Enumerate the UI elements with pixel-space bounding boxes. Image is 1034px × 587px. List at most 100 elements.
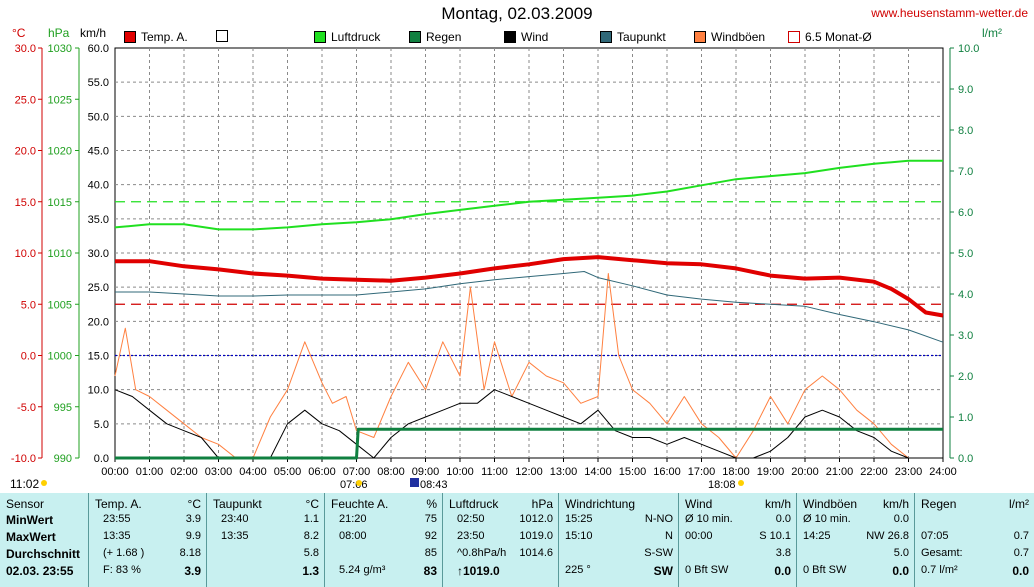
temp-axis-unit: °C [12,26,26,40]
stats-cell-value: 3.9 [185,513,201,525]
stats-cell-label: ↑1019.0 [457,564,500,578]
stats-cell-label: 0 Bft SW [803,564,847,576]
stats-cell-label: 13:35 [103,530,131,542]
stats-cell-label: 14:25 [803,530,831,542]
sunset-icon [738,480,744,486]
stats-unit: % [426,497,437,511]
stats-cell-value: 3.9 [184,564,201,578]
stats-cell-label: 23:50 [457,530,485,542]
stats-cell-label: 15:25 [565,513,593,525]
stats-cell-value: 1.1 [303,513,319,525]
stats-cell-label: F: 83 % [103,564,141,576]
temp-tick-label: 10.0 [15,248,36,260]
legend-item: Taupunkt [600,30,666,44]
x-tick-label: 17:00 [688,466,716,478]
sunrise-icon [356,480,362,486]
legend-label: Wind [521,30,549,44]
pressure-tick-label: 1010 [48,248,72,260]
wind-tick-label: 30.0 [88,248,109,260]
wind-axis-unit: km/h [80,26,106,40]
legend-item: Temp. A. [124,30,188,44]
stats-cell-value: 0.0 [775,513,791,525]
stats-cell-label: Ø 10 min. [685,513,733,525]
x-tick-label: 09:00 [412,466,440,478]
rain-tick-label: 5.0 [958,248,973,260]
stats-cell-label: 02:50 [457,513,485,525]
wind-tick-label: 40.0 [88,180,109,192]
rain-tick-label: 9.0 [958,84,973,96]
x-tick-label: 12:00 [515,466,543,478]
stats-col-luftdruck: Luftdruck hPa 02:50 1012.0 23:50 1019.0 ^0.8hP… [442,493,559,587]
row-label-current: 02.03. 23:55 [6,564,74,578]
wind-tick-label: 55.0 [88,77,109,89]
series-line-taupunkt [115,271,944,343]
temp-tick-label: -10.0 [11,453,36,465]
stats-cell-value: 8.18 [179,547,201,559]
row-label-avg: Durchschnitt [6,547,81,561]
stats-cell-label: 225 ° [565,564,591,576]
rain-tick-label: 1.0 [958,412,973,424]
x-tick-label: 21:00 [826,466,854,478]
stats-cell-value: NW 26.8 [866,530,909,542]
stats-col-regen: Regen l/m² 07:05 0.7 Gesamt: 0.7 0.7 l/m² 0.0 [914,493,1034,587]
stats-cell-value: SW [653,564,673,578]
stats-cell-value: 3.8 [775,547,791,559]
x-tick-label: 24:00 [929,466,957,478]
temp-tick-label: 0.0 [21,351,36,363]
site-link[interactable]: www.heusenstamm-wetter.de [871,6,1028,20]
wind-tick-label: 60.0 [88,43,109,55]
stats-cell-value: S 10.1 [759,530,791,542]
stats-cell-value: 0.7 [1013,530,1029,542]
x-tick-label: 10:00 [446,466,474,478]
x-tick-label: 01:00 [136,466,164,478]
wind-tick-label: 0.0 [94,453,109,465]
rain-tick-label: 7.0 [958,166,973,178]
stats-unit: °C [187,497,201,511]
stats-cell-label: 0.7 l/m² [921,564,958,576]
legend-swatch [504,31,516,43]
stats-col-temp: Temp. A. °C 23:55 3.9 13:35 9.9 (+ 1.68 ) 8.18 F… [88,493,207,587]
stats-col-wind: Wind km/h Ø 10 min. 0.0 00:00 S 10.1 3.8 0 Bft … [678,493,797,587]
stats-cell-label: 5.24 g/m³ [339,564,386,576]
pressure-tick-label: 1020 [48,146,72,158]
wind-tick-label: 50.0 [88,111,109,123]
series-line-tempa [115,255,944,318]
stats-cell-label: 08:00 [339,530,367,542]
temp-tick-label: 20.0 [15,146,36,158]
rain-tick-label: 4.0 [958,289,973,301]
chart-title: Montag, 02.03.2009 [441,4,593,23]
stats-header: Windböen [803,497,858,511]
x-tick-label: 11:00 [481,466,508,478]
stats-header: Wind [685,497,713,511]
wind-tick-label: 45.0 [88,146,109,158]
legend-swatch [314,31,326,43]
stats-cell-label: 13:35 [221,530,249,542]
stats-cell-value: 8.2 [303,530,319,542]
stats-cell-value: 0.7 [1013,547,1029,559]
stats-cell-value: 83 [423,564,437,578]
stats-cell-value: 1012.0 [519,513,553,525]
legend-item: Wind [504,30,548,44]
stats-cell-label: 23:55 [103,513,131,525]
pressure-tick-label: 1015 [48,197,72,209]
left-time-label: 11:02 [10,477,39,491]
legend-swatch [694,31,706,43]
stats-cell-value: 9.9 [185,530,201,542]
legend-item: Luftdruck [314,30,380,44]
stats-cell-label: 15:10 [565,530,593,542]
rain-tick-label: 6.0 [958,207,973,219]
legend-label: 6.5 Monat-Ø [805,30,872,44]
stats-header: Temp. A. [95,497,142,511]
stats-cell-value: 85 [424,547,437,559]
x-tick-label: 14:00 [584,466,612,478]
wind-tick-label: 20.0 [88,316,109,328]
legend-label: Regen [426,30,462,44]
stats-cell-value: 0.0 [774,564,791,578]
sunrise-label: 07:06 [340,479,368,491]
stats-unit: km/h [882,497,909,511]
wind-tick-label: 35.0 [88,214,109,226]
stats-header: Luftdruck [449,497,499,511]
legend-item: Regen [409,30,461,44]
x-tick-label: 23:00 [895,466,923,478]
stats-cell-value: 0.0 [893,513,909,525]
